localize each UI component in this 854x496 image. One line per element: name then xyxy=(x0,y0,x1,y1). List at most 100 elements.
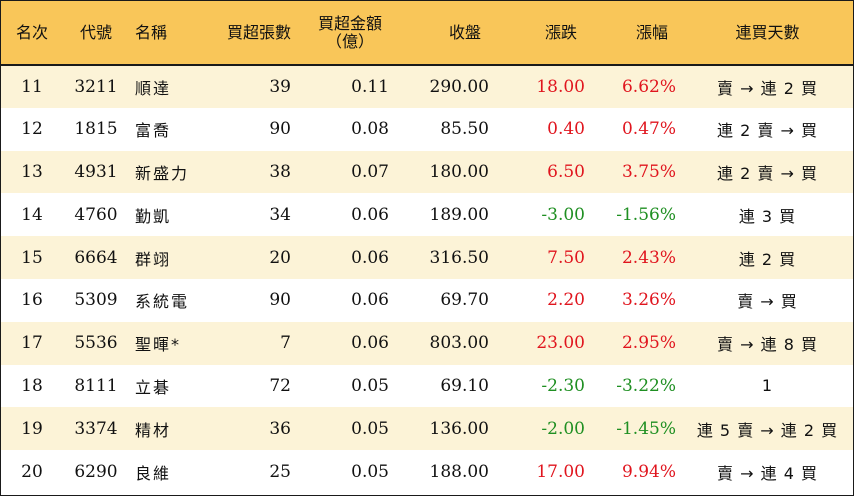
cell-close: 803.00 xyxy=(429,333,489,354)
cell-net-buy-lots: 38 xyxy=(269,161,291,182)
table-row: 19 3374 精材 36 0.05 136.00 -2.00 -1.45% 連 5 賣 → 連… xyxy=(1,407,853,451)
cell-change: 18.00 xyxy=(536,76,585,97)
cell-name: 精材 xyxy=(135,420,172,440)
cell-name: 群翊 xyxy=(135,249,172,269)
cell-change-pct: -1.56% xyxy=(616,204,676,225)
cell-code: 3374 xyxy=(74,418,118,439)
table-row: 17 5536 聖暉* 7 0.06 803.00 23.00 2.95% 賣 → 連 8 買 xyxy=(1,321,853,365)
cell-net-buy-amount: 0.11 xyxy=(351,76,389,97)
cell-rank: 11 xyxy=(21,76,43,97)
header-code: 代號 xyxy=(63,1,129,66)
cell-consecutive-days: 賣 → 連 2 買 xyxy=(717,78,818,98)
cell-code: 4931 xyxy=(74,161,118,182)
cell-consecutive-days: 連 2 賣 → 買 xyxy=(717,163,818,183)
cell-net-buy-amount: 0.06 xyxy=(351,333,389,354)
header-rank: 名次 xyxy=(1,1,63,66)
cell-change-pct: 3.75% xyxy=(621,161,676,182)
cell-name: 聖暉* xyxy=(135,335,182,355)
cell-close: 85.50 xyxy=(440,119,489,140)
cell-net-buy-lots: 72 xyxy=(269,375,291,396)
cell-change: 2.20 xyxy=(547,290,585,311)
cell-name: 勤凱 xyxy=(135,206,172,226)
table-row: 13 4931 新盛力 38 0.07 180.00 6.50 3.75% 連 2 賣 → 買 xyxy=(1,150,853,194)
cell-net-buy-amount: 0.05 xyxy=(351,418,389,439)
cell-close: 290.00 xyxy=(429,76,489,97)
table-row: 15 6664 群翊 20 0.06 316.50 7.50 2.43% 連 2 買 xyxy=(1,236,853,279)
cell-rank: 12 xyxy=(21,119,43,140)
cell-change-pct: -1.45% xyxy=(616,418,676,439)
cell-code: 4760 xyxy=(74,204,118,225)
cell-change: -2.00 xyxy=(541,418,585,439)
header-change-pct: 漲幅 xyxy=(591,1,682,66)
table-row: 18 8111 立碁 72 0.05 69.10 -2.30 -3.22% 1 xyxy=(1,364,853,408)
cell-name: 立碁 xyxy=(135,377,172,397)
table-row: 12 1815 富喬 90 0.08 85.50 0.40 0.47% 連 2 賣 → 買 xyxy=(1,107,853,151)
header-net-buy-lots: 買超張數 xyxy=(205,1,297,66)
cell-consecutive-days: 賣 → 連 4 買 xyxy=(717,463,818,483)
cell-consecutive-days: 賣 → 連 8 買 xyxy=(717,335,818,355)
cell-net-buy-amount: 0.06 xyxy=(351,204,389,225)
cell-consecutive-days: 連 2 賣 → 買 xyxy=(717,121,818,141)
cell-net-buy-lots: 20 xyxy=(269,247,291,268)
header-net-buy-amount-line2: （億） xyxy=(325,31,374,51)
cell-close: 69.10 xyxy=(440,375,489,396)
cell-change-pct: 2.95% xyxy=(621,333,676,354)
cell-change: 17.00 xyxy=(536,461,585,482)
cell-code: 6664 xyxy=(74,247,118,268)
cell-close: 188.00 xyxy=(429,461,489,482)
cell-net-buy-lots: 90 xyxy=(269,119,291,140)
cell-rank: 15 xyxy=(21,247,43,268)
cell-close: 180.00 xyxy=(429,161,489,182)
table-row: 16 5309 系統電 90 0.06 69.70 2.20 3.26% 賣 → 買 xyxy=(1,278,853,322)
header-name: 名稱 xyxy=(129,1,205,66)
cell-change: 6.50 xyxy=(547,161,585,182)
cell-name: 富喬 xyxy=(135,121,172,141)
cell-name: 良維 xyxy=(135,463,172,483)
cell-consecutive-days: 連 5 賣 → 連 2 買 xyxy=(696,420,839,440)
table-row: 11 3211 順達 39 0.11 290.00 18.00 6.62% 賣 → 連 2 買 xyxy=(1,65,853,108)
header-net-buy-amount: 買超金額 （億） xyxy=(297,1,403,66)
cell-code: 5309 xyxy=(74,290,118,311)
cell-change: -2.30 xyxy=(541,375,585,396)
cell-change-pct: -3.22% xyxy=(616,375,676,396)
cell-code: 1815 xyxy=(74,119,118,140)
table-row: 20 6290 良維 25 0.05 188.00 17.00 9.94% 賣 → 連 4 買 xyxy=(1,450,853,493)
cell-close: 69.70 xyxy=(440,290,489,311)
cell-change-pct: 3.26% xyxy=(621,290,676,311)
cell-net-buy-lots: 39 xyxy=(269,76,291,97)
cell-change: 23.00 xyxy=(536,333,585,354)
cell-change-pct: 9.94% xyxy=(621,461,676,482)
cell-code: 3211 xyxy=(74,76,118,97)
cell-rank: 18 xyxy=(21,375,43,396)
header-close: 收盤 xyxy=(403,1,495,66)
cell-rank: 17 xyxy=(21,333,43,354)
cell-net-buy-amount: 0.05 xyxy=(351,461,389,482)
cell-net-buy-amount: 0.06 xyxy=(351,247,389,268)
cell-change: 0.40 xyxy=(547,119,585,140)
cell-change: -3.00 xyxy=(541,204,585,225)
cell-net-buy-lots: 25 xyxy=(269,461,291,482)
cell-consecutive-days: 連 2 買 xyxy=(738,249,797,269)
cell-rank: 19 xyxy=(21,418,43,439)
cell-net-buy-lots: 90 xyxy=(269,290,291,311)
table-header-row: 名次 代號 名稱 買超張數 買超金額 （億） 收盤 漲跌 漲幅 連買天數 xyxy=(1,1,853,66)
cell-net-buy-lots: 36 xyxy=(269,418,291,439)
cell-consecutive-days: 賣 → 買 xyxy=(737,292,798,312)
cell-name: 順達 xyxy=(135,78,172,98)
cell-code: 6290 xyxy=(74,461,118,482)
cell-rank: 14 xyxy=(21,204,43,225)
cell-change: 7.50 xyxy=(547,247,585,268)
cell-net-buy-amount: 0.05 xyxy=(351,375,389,396)
cell-close: 136.00 xyxy=(429,418,489,439)
cell-change-pct: 6.62% xyxy=(621,76,676,97)
cell-consecutive-days: 1 xyxy=(761,376,774,396)
cell-change-pct: 0.47% xyxy=(621,119,676,140)
cell-change-pct: 2.43% xyxy=(621,247,676,268)
cell-net-buy-amount: 0.08 xyxy=(351,119,389,140)
cell-net-buy-lots: 34 xyxy=(269,204,291,225)
cell-close: 316.50 xyxy=(429,247,489,268)
cell-net-buy-amount: 0.07 xyxy=(351,161,389,182)
cell-net-buy-lots: 7 xyxy=(280,333,291,354)
